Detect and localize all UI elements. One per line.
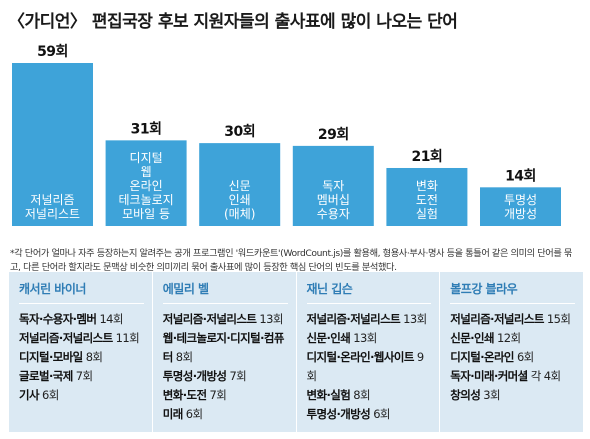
bar-category-label: 신문 인쇄 (매체) — [224, 179, 255, 221]
entry-count: 8회 — [353, 388, 370, 402]
word-count-entry: 투명성·개방성 7회 — [163, 367, 288, 386]
entry-terms: 저널리즘·저널리스트 — [19, 331, 113, 345]
bar-value-label: 29회 — [318, 127, 349, 143]
entry-terms: 투명성·개방성 — [306, 407, 371, 421]
entry-terms: 웹·테크놀로지·디지털·컴퓨터 — [162, 331, 285, 364]
entry-count: 11회 — [115, 331, 140, 345]
bar-category-label: 투명성 개방성 — [504, 193, 537, 221]
bar — [292, 145, 374, 226]
candidate-name: 에밀리 벨 — [162, 280, 288, 304]
entry-count: 7회 — [75, 369, 93, 383]
bar — [105, 140, 187, 226]
entry-terms: 변화·도전 — [162, 388, 207, 402]
entry-count: 14회 — [99, 312, 123, 326]
entry-count: 6회 — [516, 350, 534, 364]
word-count-entry: 저널리즘·저널리스트 13회 — [163, 310, 288, 329]
bar-value-label: 14회 — [505, 168, 536, 184]
word-count-entry: 저널리즘·저널리스트 13회 — [307, 310, 432, 329]
bar-category-label: 독자 멤버십 수용자 — [317, 179, 350, 221]
bar-value-label: 30회 — [224, 124, 255, 140]
word-count-entry: 독자·수용자·멤버 14회 — [19, 310, 144, 329]
entry-terms: 저널리즘·저널리스트 — [162, 312, 257, 326]
entry-count: 각 4회 — [530, 369, 561, 383]
entry-count: 13회 — [259, 312, 283, 326]
entry-count: 8회 — [175, 350, 193, 364]
word-count-entry: 저널리즘·저널리스트 11회 — [19, 329, 144, 348]
entry-terms: 변화·실험 — [306, 388, 351, 402]
candidate-column: 에밀리 벨 저널리즘·저널리스트 13회 웹·테크놀로지·디지털·컴퓨터 8회 투명성… — [151, 272, 296, 432]
word-count-entry: 디지털·온라인 6회 — [450, 348, 575, 367]
entry-terms: 저널리즘·저널리스트 — [450, 312, 544, 326]
word-count-entry: 글로벌·국제 7회 — [19, 367, 144, 386]
entry-count: 13회 — [353, 331, 377, 345]
word-count-entry: 디지털·온라인·웹사이트 9회 — [307, 348, 432, 386]
candidate-name: 재닌 깁슨 — [306, 280, 432, 304]
entry-terms: 독자·미래·커머셜 — [450, 369, 528, 383]
word-count-entry: 창의성 3회 — [450, 386, 575, 405]
bar — [12, 63, 93, 226]
bar — [199, 143, 281, 226]
entry-count: 13회 — [403, 312, 427, 326]
entry-count: 8회 — [85, 350, 103, 364]
entry-terms: 디지털·온라인 — [450, 350, 514, 364]
entry-terms: 투명성·개방성 — [162, 369, 227, 383]
entry-count: 6회 — [42, 388, 59, 402]
entry-terms: 미래 — [162, 407, 184, 421]
candidate-column: 캐서린 바이너 독자·수용자·멤버 14회 저널리즘·저널리스트 11회 디지털·모바… — [9, 272, 152, 432]
entry-terms: 독자·수용자·멤버 — [19, 312, 97, 326]
candidate-panel: 캐서린 바이너 독자·수용자·멤버 14회 저널리즘·저널리스트 11회 디지털·모바… — [9, 272, 583, 432]
entry-count: 6회 — [185, 407, 203, 421]
bar-value-label: 21회 — [411, 149, 442, 165]
candidate-name: 캐서린 바이너 — [19, 280, 144, 304]
entry-terms: 신문·인쇄 — [306, 331, 351, 345]
entry-count: 7회 — [229, 369, 247, 383]
bar-value-label: 59회 — [37, 44, 68, 60]
methodology-note: *각 단어가 얼마나 자주 등장하는지 알려주는 공개 프로그램인 '워드카운트… — [10, 248, 572, 273]
bar — [480, 187, 561, 226]
entry-terms: 디지털·온라인·웹사이트 — [306, 350, 415, 364]
candidate-column: 재닌 깁슨 저널리즘·저널리스트 13회 신문·인쇄 13회 디지털·온라인·웹사이트… — [295, 272, 440, 432]
word-count-entry: 투명성·개방성 6회 — [307, 405, 432, 424]
entry-count: 12회 — [497, 331, 521, 345]
bar — [386, 167, 468, 226]
word-count-entry: 디지털·모바일 8회 — [19, 348, 144, 367]
word-count-entry: 신문·인쇄 13회 — [307, 329, 432, 348]
entry-count: 7회 — [209, 388, 227, 402]
bar-category-label: 변화 도전 실험 — [416, 179, 438, 221]
word-count-entry: 웹·테크놀로지·디지털·컴퓨터 8회 — [163, 329, 288, 367]
word-count-entry: 미래 6회 — [163, 405, 288, 424]
word-count-entry: 변화·도전 7회 — [163, 386, 288, 405]
bar-category-label: 저널리즘 저널리스트 — [25, 193, 80, 221]
entry-count: 6회 — [373, 407, 390, 421]
word-count-entry: 저널리즘·저널리스트 15회 — [450, 310, 575, 329]
entry-terms: 저널리즘·저널리스트 — [306, 312, 401, 326]
word-count-entry: 변화·실험 8회 — [307, 386, 432, 405]
bar-category-label: 디지털 웹 온라인 테크놀로지 모바일 등 — [118, 151, 173, 221]
entry-terms: 신문·인쇄 — [450, 331, 494, 345]
word-count-entry: 신문·인쇄 12회 — [450, 329, 575, 348]
bar-value-label: 31회 — [131, 121, 162, 137]
candidate-column: 볼프강 블라우 저널리즘·저널리스트 15회 신문·인쇄 12회 디지털·온라인 6회… — [439, 272, 583, 432]
entry-count: 15회 — [546, 312, 571, 326]
entry-terms: 디지털·모바일 — [19, 350, 83, 364]
entry-count: 3회 — [483, 388, 500, 402]
entry-count: 9회 — [306, 350, 425, 383]
entry-terms: 창의성 — [450, 388, 481, 402]
entry-terms: 글로벌·국제 — [19, 369, 73, 383]
word-count-entry: 기사 6회 — [19, 386, 144, 405]
candidate-name: 볼프강 블라우 — [450, 280, 575, 304]
word-count-entry: 독자·미래·커머셜 각 4회 — [450, 367, 575, 386]
chart-title: 〈가디언〉 편집국장 후보 지원자들의 출사표에 많이 나오는 단어 — [8, 12, 458, 32]
entry-terms: 기사 — [19, 388, 40, 402]
